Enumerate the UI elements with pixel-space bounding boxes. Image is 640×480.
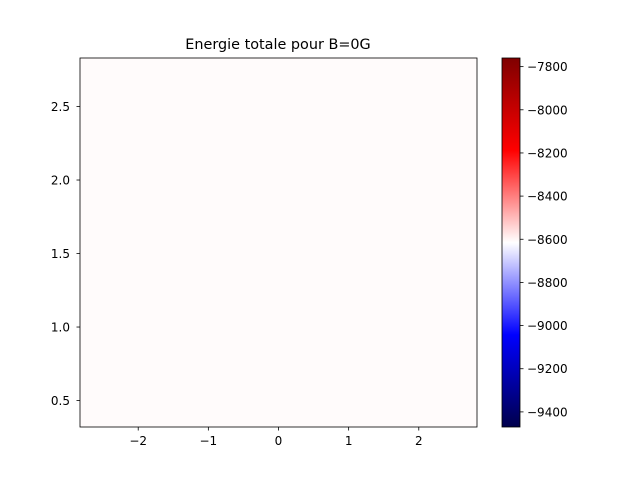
x-tick-label: 2: [415, 434, 423, 448]
heatmap-field: [80, 58, 477, 427]
colorbar-tick-label: −9400: [527, 405, 568, 419]
y-tick-label: 2.5: [51, 100, 70, 114]
colorbar-tick-label: −8000: [527, 103, 568, 117]
colorbar-tick-label: −8600: [527, 233, 568, 247]
colorbar-tick-label: −9000: [527, 319, 568, 333]
x-tick-label: 0: [275, 434, 283, 448]
colorbar-tick-label: −8200: [527, 146, 568, 160]
colorbar: [501, 57, 521, 428]
x-tick-label: −2: [129, 434, 147, 448]
y-tick-label: 1.5: [51, 247, 70, 261]
x-axis: −2 −1 0 1 2: [129, 427, 423, 448]
colorbar-axis: −9400 −9200 −9000 −8800 −8600 −8400 −8200 −8000…: [520, 60, 568, 419]
colorbar-tick-label: −8800: [527, 276, 568, 290]
colorbar-tick-label: −9200: [527, 362, 568, 376]
x-tick-label: −1: [200, 434, 218, 448]
y-axis: 0.5 1.0 1.5 2.0 2.5: [51, 100, 80, 408]
chart-title: Energie totale pour B=0G: [185, 37, 370, 53]
y-tick-label: 1.0: [51, 321, 70, 335]
colorbar-tick-label: −7800: [527, 60, 568, 74]
y-tick-label: 0.5: [51, 394, 70, 408]
colorbar-tick-label: −8400: [527, 190, 568, 204]
x-tick-label: 1: [345, 434, 353, 448]
y-tick-label: 2.0: [51, 174, 70, 188]
